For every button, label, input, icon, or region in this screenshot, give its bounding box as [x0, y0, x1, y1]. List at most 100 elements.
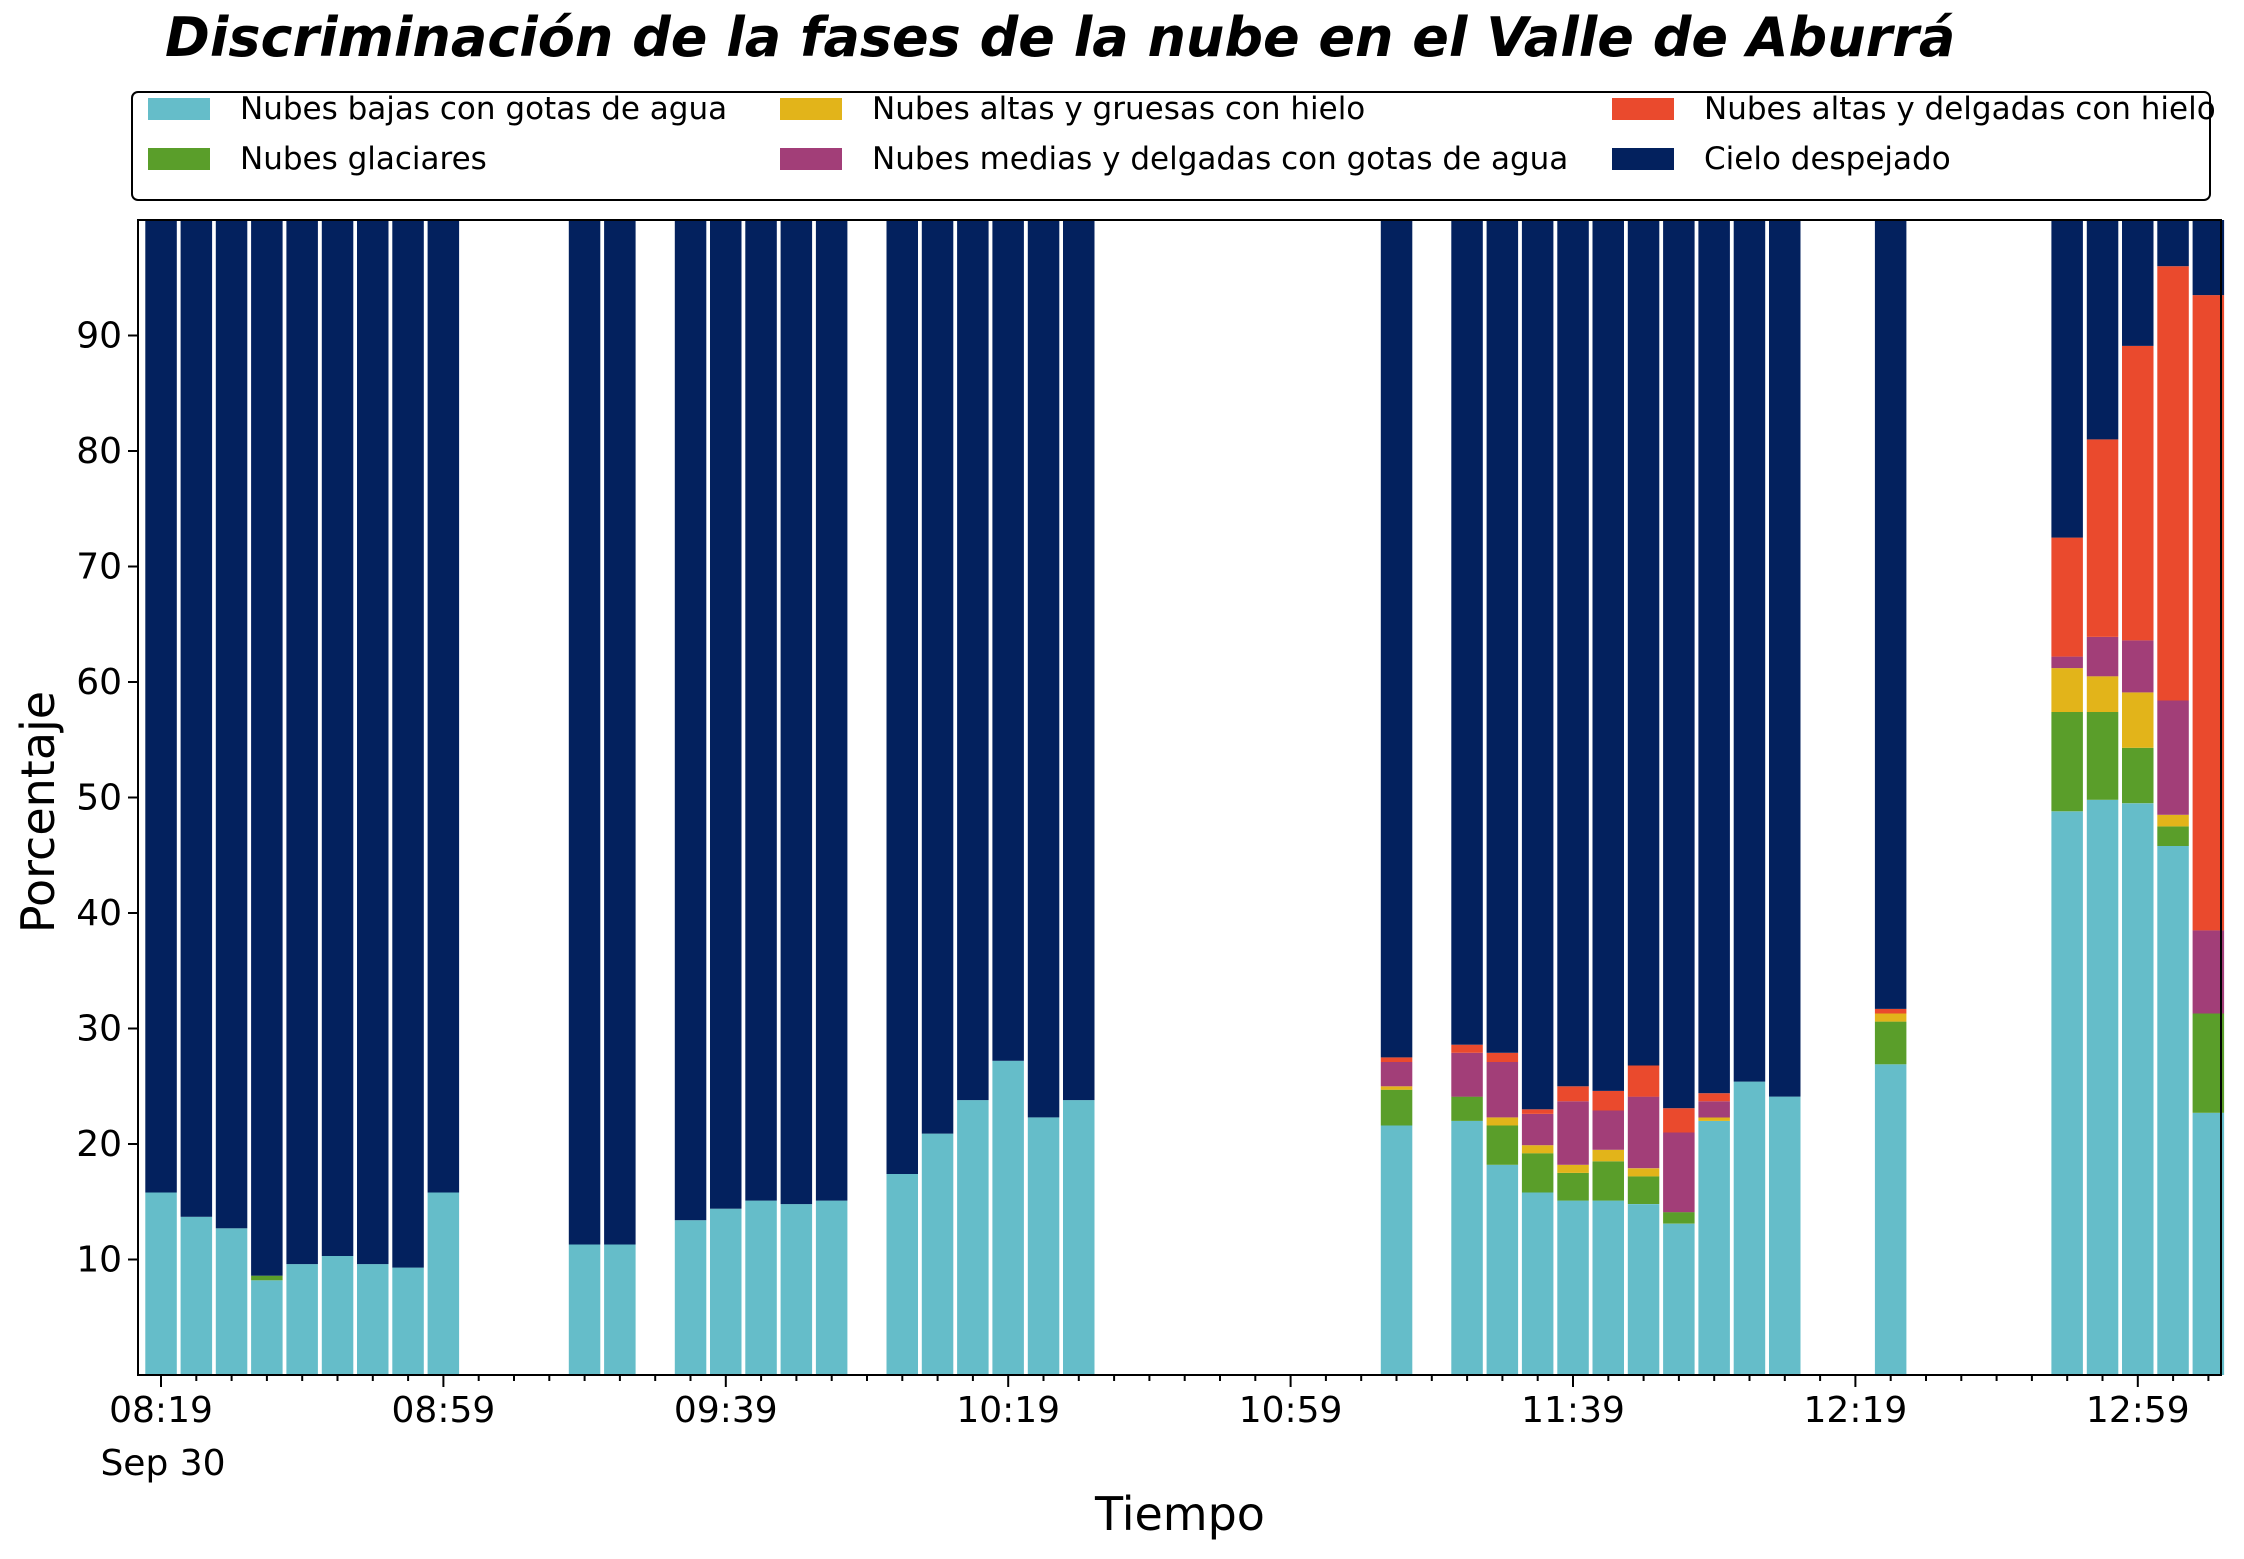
y-tick-label: 40	[76, 893, 122, 934]
bar-segment-1	[1627, 1176, 1660, 1204]
y-tick-label: 30	[76, 1009, 122, 1050]
bars-group	[145, 220, 2225, 1375]
legend-label: Cielo despejado	[1704, 141, 1951, 177]
x-tick-label: 09:39	[674, 1390, 778, 1431]
bar-segment-0	[180, 1216, 213, 1375]
bar-segment-4	[2157, 266, 2189, 701]
bar-segment-5	[1733, 220, 1766, 1082]
bar-segment-0	[921, 1133, 954, 1375]
bar-segment-0	[2122, 803, 2154, 1375]
bar-segment-4	[1557, 1086, 1589, 1102]
bar-segment-5	[674, 220, 707, 1221]
bar-segment-5	[1627, 220, 1660, 1066]
bar-segment-5	[1698, 220, 1730, 1094]
legend-label: Nubes bajas con gotas de agua	[240, 91, 727, 127]
bar-segment-4	[1380, 1057, 1413, 1062]
bar-segment-5	[710, 220, 742, 1209]
bar-segment-1	[1557, 1172, 1589, 1201]
bar-segment-5	[1592, 220, 1624, 1091]
bar-segment-3	[2122, 640, 2154, 693]
bar-segment-4	[1874, 1008, 1907, 1014]
bar-segment-0	[1486, 1164, 1519, 1375]
bar-segment-5	[815, 220, 848, 1201]
bar-segment-1	[2051, 712, 2083, 812]
y-tick-label: 90	[76, 316, 122, 357]
bar-segment-5	[957, 220, 989, 1101]
x-tick-label: 11:39	[1521, 1390, 1625, 1431]
bar-segment-0	[1027, 1117, 1060, 1375]
legend-swatch	[780, 148, 842, 170]
bar-segment-4	[1486, 1052, 1519, 1062]
bar-segment-3	[1698, 1101, 1730, 1118]
bar-segment-2	[2051, 668, 2083, 712]
x-tick-label: 12:59	[2086, 1390, 2190, 1431]
bar-segment-5	[1380, 220, 1413, 1058]
bar-segment-0	[1451, 1120, 1483, 1375]
legend-label: Nubes medias y delgadas con gotas de agu…	[872, 141, 1568, 177]
bar-segment-4	[1627, 1065, 1660, 1097]
bar-segment-1	[2086, 712, 2119, 800]
legend-label: Nubes altas y delgadas con hielo	[1704, 91, 2216, 127]
x-date-label: Sep 30	[100, 1443, 225, 1484]
legend: Nubes bajas con gotas de agua Nubes glaci…	[131, 91, 2216, 201]
x-axis-label: Tiempo	[1094, 1487, 1265, 1541]
bar-segment-5	[1063, 220, 1095, 1101]
legend-swatch	[148, 148, 210, 170]
bar-segment-2	[1592, 1149, 1624, 1162]
bar-segment-0	[1557, 1200, 1589, 1375]
bar-segment-0	[1521, 1192, 1554, 1375]
bar-segment-5	[745, 220, 777, 1201]
bar-segment-5	[2192, 220, 2225, 296]
bar-segment-4	[1663, 1108, 1695, 1133]
bar-segment-4	[1451, 1044, 1483, 1053]
x-tick-label: 10:59	[1239, 1390, 1343, 1431]
bar-segment-4	[2122, 345, 2154, 641]
legend-label: Nubes glaciares	[240, 141, 487, 177]
bar-segment-1	[1486, 1125, 1519, 1165]
bar-segment-0	[710, 1208, 742, 1375]
bar-segment-0	[1698, 1120, 1730, 1375]
x-tick-label: 08:59	[392, 1390, 496, 1431]
x-tick-label: 10:19	[956, 1390, 1060, 1431]
bar-segment-3	[2157, 700, 2189, 815]
bar-segment-0	[1063, 1100, 1095, 1375]
legend-swatch	[148, 98, 210, 120]
bar-segment-5	[1521, 220, 1554, 1110]
bar-segment-0	[215, 1228, 248, 1375]
bar-segment-1	[251, 1275, 283, 1281]
bar-segment-5	[392, 220, 424, 1268]
bar-segment-0	[992, 1060, 1024, 1375]
chart-title: Discriminación de la fases de la nube en…	[165, 6, 1955, 69]
bar-segment-0	[568, 1244, 601, 1375]
bar-segment-5	[1451, 220, 1483, 1045]
bar-segment-0	[145, 1192, 177, 1375]
plot-area	[137, 219, 2225, 1376]
bar-segment-0	[1874, 1064, 1907, 1375]
bar-segment-5	[780, 220, 813, 1205]
bar-segment-1	[1380, 1089, 1413, 1126]
bar-segment-0	[1380, 1125, 1413, 1375]
bar-segment-0	[2086, 799, 2119, 1375]
bar-segment-0	[745, 1200, 777, 1375]
bar-segment-1	[1663, 1212, 1695, 1224]
bar-segment-5	[921, 220, 954, 1134]
bar-segment-5	[286, 220, 318, 1265]
bar-segment-4	[2086, 439, 2119, 637]
bar-segment-5	[180, 220, 213, 1217]
bar-segment-2	[2157, 814, 2189, 827]
bar-segment-5	[886, 220, 918, 1174]
y-tick-label: 10	[76, 1240, 122, 1281]
bar-segment-4	[2192, 295, 2225, 931]
bar-segment-5	[1027, 220, 1060, 1118]
y-tick-label: 60	[76, 662, 122, 703]
bar-segment-3	[2192, 930, 2225, 1014]
bar-segment-5	[1769, 220, 1801, 1097]
bar-segment-1	[1874, 1021, 1907, 1065]
y-tick-label: 80	[76, 431, 122, 472]
bar-segment-1	[1521, 1153, 1554, 1193]
bar-segment-2	[2122, 692, 2154, 748]
bar-segment-1	[2122, 747, 2154, 804]
legend-swatch	[1612, 148, 1674, 170]
legend-label: Nubes altas y gruesas con hielo	[872, 91, 1365, 127]
